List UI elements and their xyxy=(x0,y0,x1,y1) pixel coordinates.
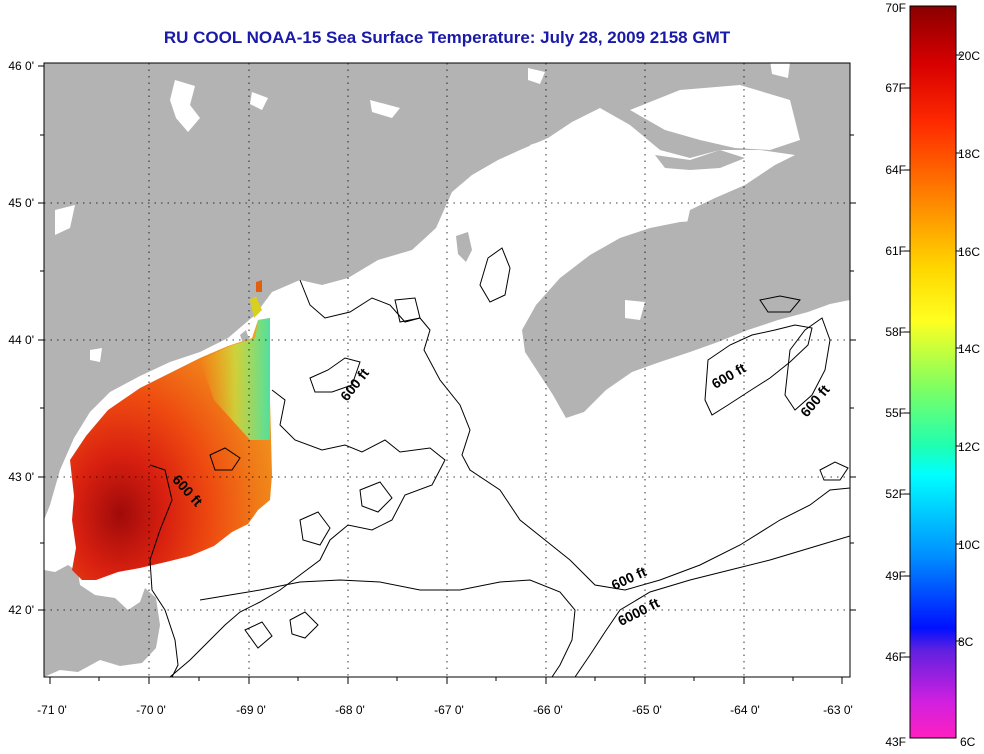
lakes xyxy=(55,63,790,362)
colorbar-label-f: 58F xyxy=(885,325,906,339)
latitude-labels: 46 0' 45 0' 44 0' 43 0' 42 0' xyxy=(8,59,34,617)
colorbar-fahrenheit-labels: 70F 67F 64F 61F 58F 55F 52F 49F 46F 43F xyxy=(885,1,906,749)
colorbar-label-f: 67F xyxy=(885,81,906,95)
colorbar-label-c: 16C xyxy=(958,245,980,259)
lat-tick-label: 42 0' xyxy=(8,603,34,617)
colorbar-label-f: 64F xyxy=(885,163,906,177)
colorbar-label-c: 6C xyxy=(960,735,976,749)
lon-tick-label: -65 0' xyxy=(632,703,662,717)
colorbar-label-c: 12C xyxy=(958,440,980,454)
colorbar-label-f: 61F xyxy=(885,244,906,258)
colorbar-label-c: 10C xyxy=(958,538,980,552)
colorbar-label-f: 55F xyxy=(885,406,906,420)
lat-tick-label: 44 0' xyxy=(8,333,34,347)
lon-tick-label: -63 0' xyxy=(823,703,853,717)
colorbar-label-c: 14C xyxy=(958,342,980,356)
colorbar-label-f: 46F xyxy=(885,650,906,664)
lon-tick-label: -66 0' xyxy=(533,703,563,717)
lat-tick-label: 45 0' xyxy=(8,196,34,210)
lon-tick-label: -69 0' xyxy=(236,703,266,717)
lat-tick-label: 46 0' xyxy=(8,59,34,73)
colorbar-label-c: 18C xyxy=(958,147,980,161)
colorbar-label-c: 8C xyxy=(958,635,974,649)
lon-tick-label: -67 0' xyxy=(434,703,464,717)
graticule xyxy=(44,63,850,677)
bay-of-fundy xyxy=(500,182,660,305)
axis-ticks xyxy=(38,65,856,684)
colorbar-label-f: 70F xyxy=(885,1,906,15)
colorbar-label-f: 52F xyxy=(885,487,906,501)
lon-tick-label: -68 0' xyxy=(335,703,365,717)
lon-tick-label: -70 0' xyxy=(136,703,166,717)
lat-tick-label: 43 0' xyxy=(8,470,34,484)
depth-contours xyxy=(149,247,850,677)
lon-tick-label: -64 0' xyxy=(730,703,760,717)
gulf-water xyxy=(630,85,800,150)
sst-swath xyxy=(70,280,272,580)
longitude-labels: -71 0' -70 0' -69 0' -68 0' -67 0' -66 0… xyxy=(37,703,853,717)
lon-tick-label: -71 0' xyxy=(37,703,67,717)
land xyxy=(44,63,850,677)
colorbar-label-f: 43F xyxy=(885,735,906,749)
map-title: RU COOL NOAA-15 Sea Surface Temperature:… xyxy=(163,28,731,47)
colorbar-ticks xyxy=(904,54,962,658)
colorbar-label-f: 49F xyxy=(885,569,906,583)
colorbar-celsius-labels: 20C 18C 16C 14C 12C 10C 8C 6C xyxy=(958,49,980,749)
colorbar xyxy=(909,5,957,739)
colorbar-label-c: 20C xyxy=(958,49,980,63)
